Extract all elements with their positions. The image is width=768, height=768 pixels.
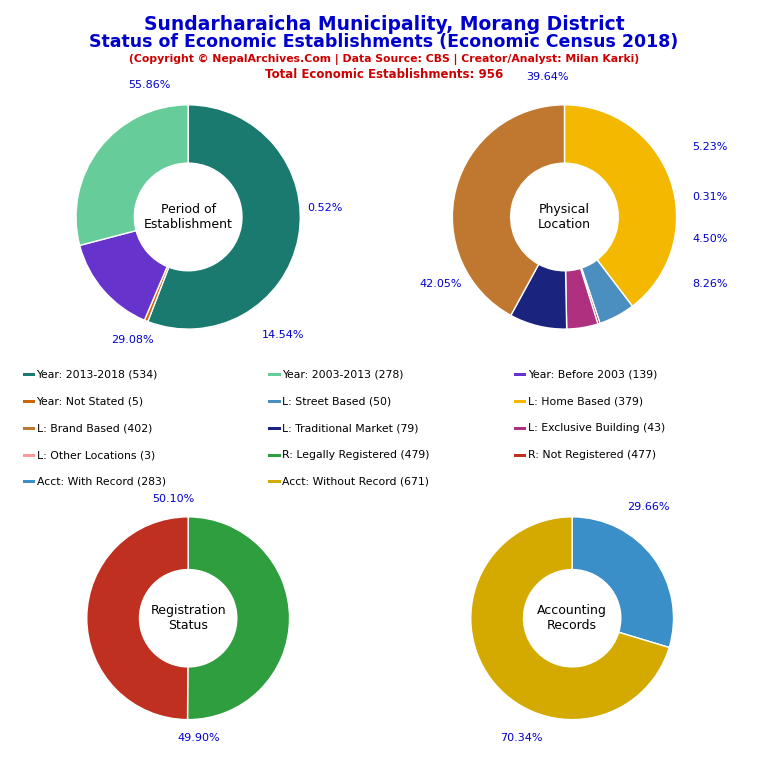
Bar — [23, 481, 35, 483]
Wedge shape — [187, 517, 290, 720]
Bar — [269, 427, 280, 429]
Text: L: Traditional Market (79): L: Traditional Market (79) — [283, 423, 419, 433]
Wedge shape — [471, 517, 669, 720]
Wedge shape — [564, 105, 677, 306]
Text: (Copyright © NepalArchives.Com | Data Source: CBS | Creator/Analyst: Milan Karki: (Copyright © NepalArchives.Com | Data So… — [129, 54, 639, 65]
Text: L: Home Based (379): L: Home Based (379) — [528, 396, 643, 406]
Text: L: Street Based (50): L: Street Based (50) — [283, 396, 392, 406]
Bar — [269, 454, 280, 456]
Wedge shape — [572, 517, 674, 647]
Wedge shape — [511, 264, 567, 329]
Bar — [23, 454, 35, 456]
Text: 55.86%: 55.86% — [127, 80, 170, 90]
Text: Period of
Establishment: Period of Establishment — [144, 203, 233, 231]
Text: L: Brand Based (402): L: Brand Based (402) — [37, 423, 152, 433]
Wedge shape — [80, 230, 167, 320]
Text: Registration
Status: Registration Status — [151, 604, 226, 632]
Text: Year: 2013-2018 (534): Year: 2013-2018 (534) — [37, 369, 158, 379]
Bar — [515, 400, 526, 402]
Wedge shape — [565, 268, 598, 329]
Text: Acct: Without Record (671): Acct: Without Record (671) — [283, 477, 429, 487]
Text: 0.31%: 0.31% — [693, 192, 728, 202]
Text: 70.34%: 70.34% — [500, 733, 543, 743]
Bar — [515, 427, 526, 429]
Text: 29.66%: 29.66% — [627, 502, 670, 511]
Wedge shape — [581, 260, 632, 323]
Text: L: Exclusive Building (43): L: Exclusive Building (43) — [528, 423, 665, 433]
Text: 42.05%: 42.05% — [420, 280, 462, 290]
Text: R: Not Registered (477): R: Not Registered (477) — [528, 450, 656, 460]
Text: Year: Not Stated (5): Year: Not Stated (5) — [37, 396, 144, 406]
Bar — [23, 400, 35, 402]
Wedge shape — [87, 517, 188, 720]
Bar — [269, 481, 280, 483]
Text: R: Legally Registered (479): R: Legally Registered (479) — [283, 450, 430, 460]
Wedge shape — [452, 105, 564, 316]
Bar — [515, 454, 526, 456]
Bar — [515, 373, 526, 376]
Text: L: Other Locations (3): L: Other Locations (3) — [37, 450, 155, 460]
Bar — [23, 373, 35, 376]
Text: 49.90%: 49.90% — [177, 733, 220, 743]
Text: 0.52%: 0.52% — [307, 203, 343, 213]
Text: Status of Economic Establishments (Economic Census 2018): Status of Economic Establishments (Econo… — [89, 33, 679, 51]
Text: Physical
Location: Physical Location — [538, 203, 591, 231]
Text: 29.08%: 29.08% — [111, 336, 154, 346]
Text: 5.23%: 5.23% — [693, 142, 728, 152]
Wedge shape — [144, 266, 169, 322]
Text: 39.64%: 39.64% — [526, 71, 569, 82]
Text: Acct: With Record (283): Acct: With Record (283) — [37, 477, 166, 487]
Text: Year: 2003-2013 (278): Year: 2003-2013 (278) — [283, 369, 404, 379]
Text: Total Economic Establishments: 956: Total Economic Establishments: 956 — [265, 68, 503, 81]
Wedge shape — [76, 105, 188, 246]
Bar — [269, 373, 280, 376]
Text: 14.54%: 14.54% — [262, 329, 305, 339]
Wedge shape — [581, 268, 600, 324]
Text: Accounting
Records: Accounting Records — [538, 604, 607, 632]
Bar — [269, 400, 280, 402]
Bar — [23, 427, 35, 429]
Text: 8.26%: 8.26% — [693, 280, 728, 290]
Wedge shape — [147, 105, 300, 329]
Text: Sundarharaicha Municipality, Morang District: Sundarharaicha Municipality, Morang Dist… — [144, 15, 624, 35]
Text: Year: Before 2003 (139): Year: Before 2003 (139) — [528, 369, 657, 379]
Text: 4.50%: 4.50% — [693, 234, 728, 244]
Text: 50.10%: 50.10% — [152, 494, 194, 504]
